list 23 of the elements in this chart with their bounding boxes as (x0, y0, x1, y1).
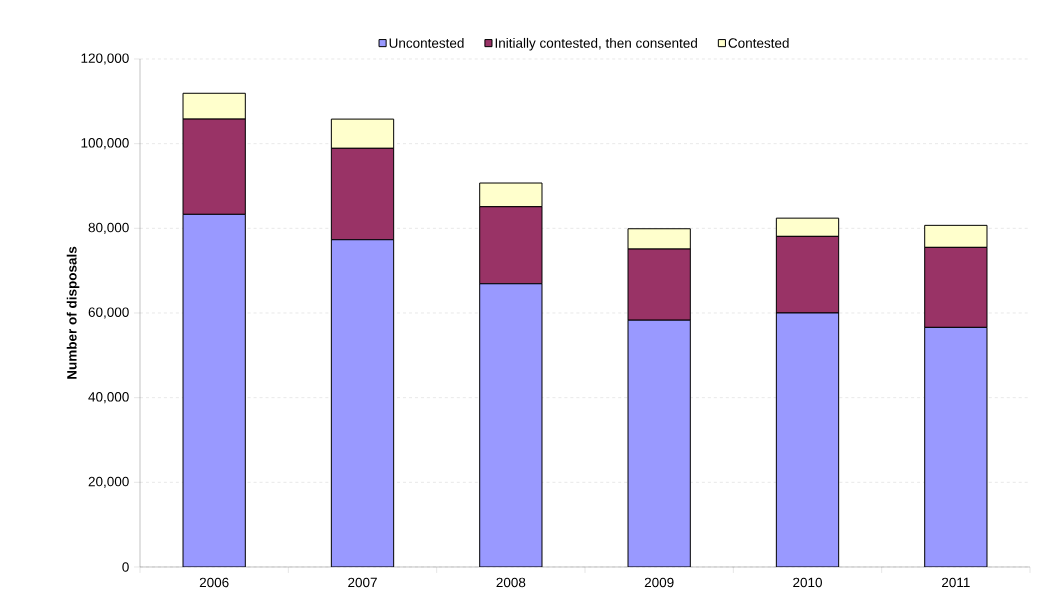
y-axis-title: Number of disposals (66, 246, 80, 379)
y-tick-label: 0 (122, 562, 129, 572)
bar (479, 283, 543, 567)
bar (775, 312, 840, 567)
y-tick-label: 40,000 (88, 392, 129, 404)
x-tick-label: 2007 (348, 577, 377, 588)
x-tick-label: 2008 (496, 577, 526, 588)
legend-label: Initially contested, then consented (495, 37, 697, 51)
x-tick-label: 2006 (199, 577, 229, 588)
bar (182, 213, 246, 567)
y-tick-label: 20,000 (88, 476, 129, 488)
x-tick-label: 2009 (644, 577, 674, 588)
legend-label: Uncontested (389, 37, 464, 48)
legend-label: Contested (728, 37, 789, 48)
y-tick-label: 120,000 (81, 53, 129, 65)
y-tick-label: 80,000 (88, 222, 129, 234)
y-tick-label: 100,000 (81, 138, 129, 150)
y-tick-label: 60,000 (88, 307, 129, 319)
x-tick-label: 2010 (793, 577, 822, 588)
bar (924, 326, 988, 567)
bar (330, 239, 395, 567)
x-tick-label: 2011 (942, 577, 970, 588)
bar (627, 319, 691, 567)
